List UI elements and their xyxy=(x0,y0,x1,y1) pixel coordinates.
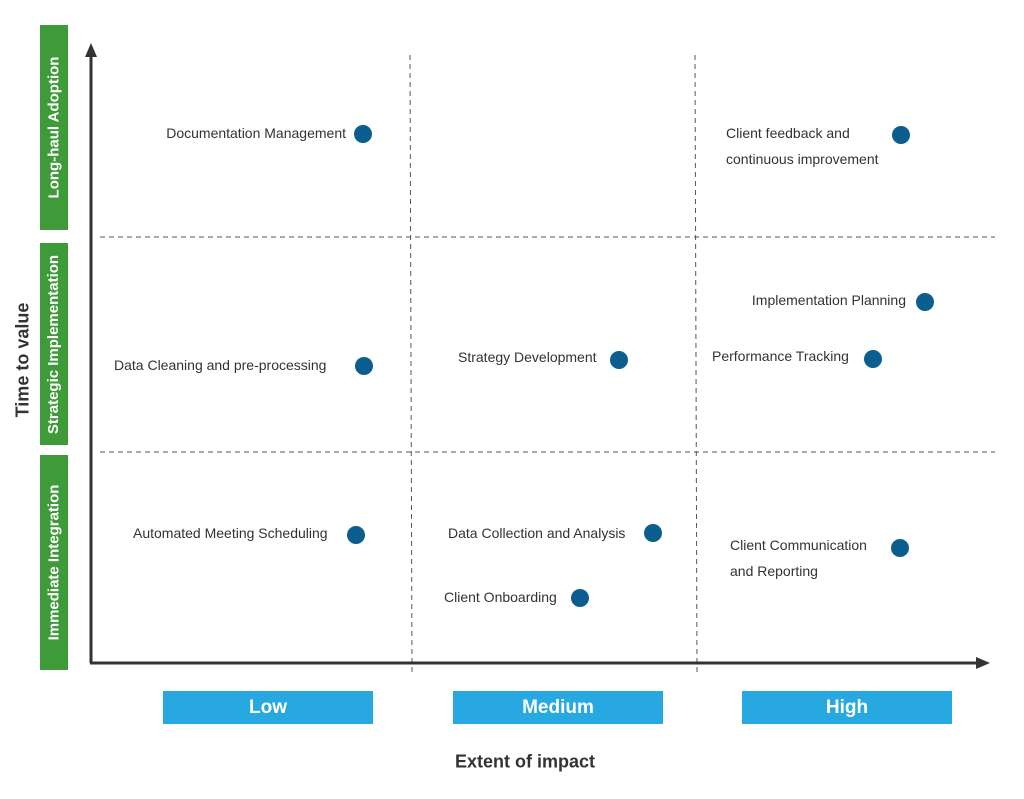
item-label: Client Communication and Reporting xyxy=(730,537,867,579)
divider-vertical xyxy=(694,54,698,673)
category-medium: Medium xyxy=(453,691,663,724)
item-label: Automated Meeting Scheduling xyxy=(133,525,328,541)
divider-vertical xyxy=(409,54,413,673)
item-point xyxy=(892,126,910,144)
item-point xyxy=(355,357,373,375)
item-label: Implementation Planning xyxy=(751,292,906,308)
item-label: Data Collection and Analysis xyxy=(448,525,626,541)
category-high: High xyxy=(742,691,952,724)
item-point xyxy=(571,589,589,607)
y-axis-arrow xyxy=(85,43,97,57)
x-axis-title: Extent of impact xyxy=(454,751,596,772)
item-label: Client Onboarding xyxy=(444,589,557,605)
y-axis-title: Time to value xyxy=(12,302,33,418)
item-point xyxy=(891,539,909,557)
item-point xyxy=(644,524,662,542)
item-label: Client feedback and continuous improvemen… xyxy=(726,125,879,167)
item-label: Data Cleaning and pre-processing xyxy=(114,357,327,373)
item-point xyxy=(347,526,365,544)
item-label: Performance Tracking xyxy=(712,348,849,364)
x-axis-arrow xyxy=(976,657,990,669)
item-point xyxy=(610,351,628,369)
item-label: Strategy Development xyxy=(458,349,597,365)
band-strategic: Strategic Implementation xyxy=(40,243,68,445)
item-label: Documentation Management xyxy=(166,125,346,141)
item-point xyxy=(354,125,372,143)
item-point xyxy=(916,293,934,311)
band-immediate: Immediate Integration xyxy=(40,455,68,670)
item-point xyxy=(864,350,882,368)
band-long-haul: Long-haul Adoption xyxy=(40,25,68,230)
category-low: Low xyxy=(163,691,373,724)
